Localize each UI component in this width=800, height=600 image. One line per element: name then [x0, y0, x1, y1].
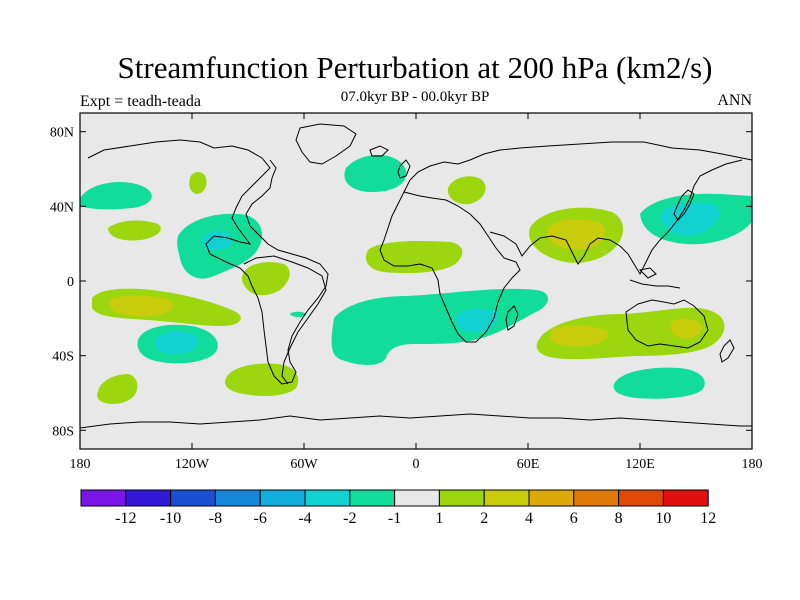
- anomaly-north-pacific-west: [80, 182, 152, 210]
- anomaly-south-atlantic-small: [290, 311, 306, 317]
- anomaly-core-asia: [546, 219, 606, 250]
- colorbar-box: [259, 489, 306, 507]
- lon-label-60w: 60W: [290, 457, 318, 472]
- latitude-ticks: [80, 131, 752, 431]
- anomaly-small-greenland: [189, 172, 207, 194]
- lon-label-60e: 60E: [517, 457, 540, 472]
- coast-greenland: [295, 123, 357, 165]
- colorbar-box: [528, 489, 575, 507]
- colorbar-box: [618, 489, 664, 507]
- longitude-ticks: [79, 113, 753, 449]
- anomaly-core-africa: [455, 308, 499, 333]
- anomaly-south-america: [241, 262, 290, 296]
- plot-subtitle: 07.0kyr BP - 00.0kyr BP: [340, 89, 490, 105]
- colorbar-box: [80, 489, 127, 507]
- lon-label-120e: 120E: [625, 457, 655, 472]
- anomaly-core-australia: [550, 325, 608, 347]
- experiment-label: Expt = teadh-teada: [80, 93, 201, 110]
- colorbar-label: -4: [298, 510, 311, 527]
- coast-japan: [673, 189, 695, 221]
- colorbar-label: 10: [655, 510, 671, 527]
- lon-label-180e: 180: [742, 457, 763, 472]
- colorbar-label: -2: [343, 510, 356, 527]
- longitude-labels: 180 120W 60W 0 60E 120E 180: [70, 457, 763, 472]
- coast-indonesia: [629, 267, 681, 289]
- anomaly-north-atlantic: [344, 154, 407, 192]
- colorbar-box: [170, 489, 216, 507]
- colorbar: [80, 489, 709, 507]
- colorbar-label: -6: [254, 510, 267, 527]
- coast-europe-africa: [379, 141, 752, 343]
- colorbar-box: [573, 489, 620, 507]
- anomaly-south-atlantic: [224, 363, 299, 396]
- lat-label-80n: 80N: [50, 126, 74, 141]
- colorbar-box: [394, 489, 440, 507]
- anomaly-core-south-pacific: [155, 331, 199, 355]
- colorbar-label: 1: [435, 510, 443, 527]
- colorbar-label: -1: [388, 510, 401, 527]
- anomaly-southern-indian: [613, 367, 705, 399]
- anomaly-indian-africa: [331, 288, 549, 365]
- coastline-layer: [80, 123, 752, 429]
- lat-label-40s: 40S: [52, 350, 74, 365]
- lon-label-120w: 120W: [175, 457, 210, 472]
- anomaly-tropical-atlantic: [365, 240, 463, 274]
- colorbar-label: 2: [480, 510, 488, 527]
- colorbar-label: -10: [160, 510, 181, 527]
- coast-antarctica: [80, 413, 752, 429]
- latitude-labels: 80N 40N 0 40S 80S: [50, 126, 74, 440]
- coast-iceland: [369, 145, 389, 157]
- colorbar-box: [349, 489, 396, 507]
- colorbar-label: -8: [209, 510, 222, 527]
- colorbar-box: [438, 489, 485, 507]
- coast-british-isles: [397, 159, 411, 179]
- season-label: ANN: [717, 92, 752, 109]
- anomaly-core-gulf: [202, 230, 233, 251]
- contour-fill-layer: [80, 154, 752, 404]
- colorbar-box: [214, 489, 261, 507]
- lon-label-0: 0: [413, 457, 420, 472]
- lat-label-0: 0: [67, 275, 74, 290]
- anomaly-core-southeast-pacific: [110, 295, 174, 317]
- colorbar-label: -12: [115, 510, 136, 527]
- coast-australia: [625, 299, 709, 349]
- colorbar-box: [483, 489, 530, 507]
- colorbar-labels: -12 -10 -8 -6 -4 -2 -1 1 2 4 6 8 10 12: [115, 510, 716, 527]
- coast-madagascar: [505, 305, 519, 331]
- coast-north-america: [87, 139, 329, 385]
- lon-label-180w: 180: [70, 457, 91, 472]
- coast-south-america: [243, 255, 327, 385]
- colorbar-label: 6: [570, 510, 578, 527]
- lat-label-40n: 40N: [50, 200, 74, 215]
- colorbar-box: [125, 489, 172, 507]
- colorbar-label: 12: [700, 510, 716, 527]
- colorbar-label: 8: [615, 510, 623, 527]
- coast-new-zealand: [719, 339, 735, 363]
- coast-arabia-india: [489, 159, 743, 276]
- anomaly-mediterranean: [447, 176, 486, 205]
- anomaly-east-pacific: [108, 220, 161, 241]
- colorbar-box: [304, 489, 351, 507]
- anomaly-far-south-pacific: [97, 374, 138, 404]
- lat-label-80s: 80S: [52, 424, 74, 439]
- plot-title: Streamfunction Perturbation at 200 hPa (…: [117, 50, 713, 85]
- colorbar-box: [662, 489, 709, 507]
- colorbar-label: 4: [525, 510, 533, 527]
- anomaly-core-australia-east: [670, 318, 703, 339]
